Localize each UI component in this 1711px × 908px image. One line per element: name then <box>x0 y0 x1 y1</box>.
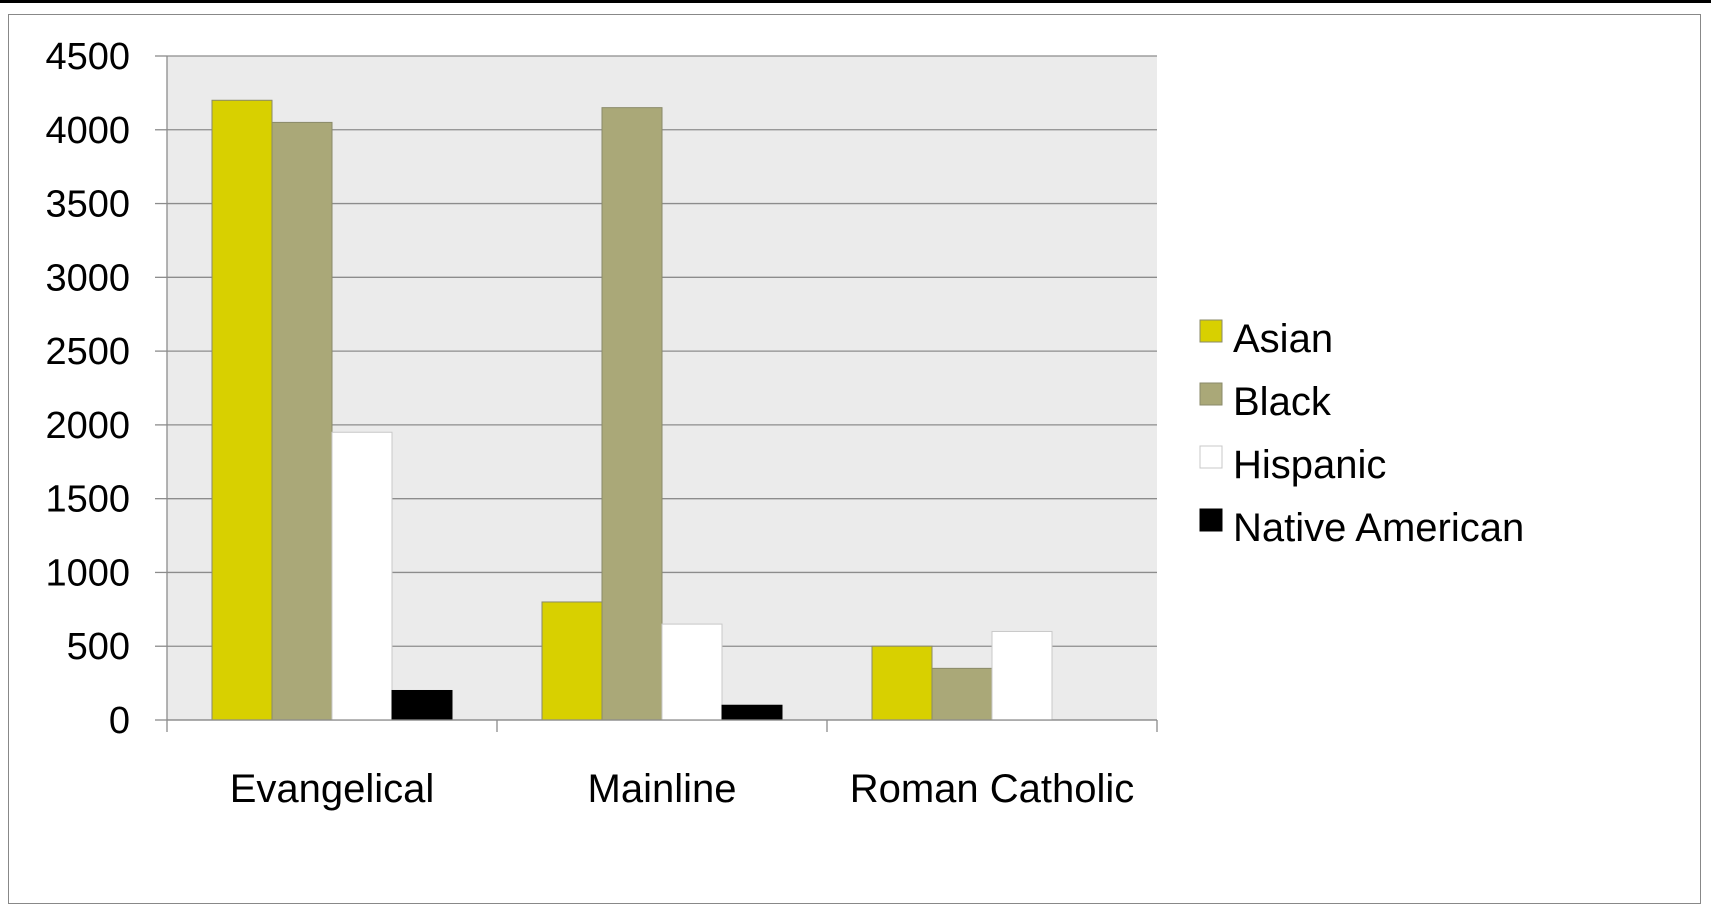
bar-evangelical-asian <box>211 99 273 721</box>
y-tick-label: 1000 <box>45 552 130 594</box>
legend-label-asian: Asian <box>1233 317 1333 361</box>
y-tick-label: 500 <box>67 626 130 668</box>
x-category-label-mainline: Mainline <box>588 767 737 811</box>
legend-swatch-hispanic <box>1199 445 1223 469</box>
bar-evangelical-black <box>271 121 333 721</box>
bar-roman-catholic-black <box>931 667 993 721</box>
y-tick-label: 3500 <box>45 184 130 226</box>
x-axis-category-labels: Evangelical Mainline Roman Catholic <box>230 767 1135 811</box>
bars <box>211 99 1053 721</box>
bar-roman-catholic-asian <box>871 645 933 721</box>
bar-mainline-asian <box>541 601 603 721</box>
bar-evangelical-native-american <box>391 689 453 721</box>
bar-evangelical-hispanic <box>331 431 393 721</box>
y-tick-label: 3000 <box>45 257 130 299</box>
legend-label-hispanic: Hispanic <box>1233 443 1386 487</box>
y-tick-label: 4000 <box>45 110 130 152</box>
x-category-label-roman-catholic: Roman Catholic <box>850 767 1135 811</box>
legend-swatch-asian <box>1199 319 1223 343</box>
bar-mainline-hispanic <box>661 623 723 721</box>
y-axis-tick-labels: 0 500 1000 1500 2000 2500 3000 3500 4000 4500 <box>45 36 130 742</box>
legend-label-native-american: Native American <box>1233 506 1524 550</box>
y-tick-label: 2000 <box>45 405 130 447</box>
y-tick-label: 4500 <box>45 36 130 78</box>
bar-roman-catholic-hispanic <box>991 630 1053 721</box>
y-tick-label: 0 <box>109 700 130 742</box>
y-tick-label: 2500 <box>45 331 130 373</box>
legend-swatch-native-american <box>1199 508 1223 532</box>
legend: Asian Black Hispanic Native American <box>1199 317 1524 550</box>
legend-label-black: Black <box>1233 380 1332 424</box>
y-tick-label: 1500 <box>45 479 130 521</box>
bar-mainline-black <box>601 107 663 721</box>
axes <box>155 55 1158 732</box>
bar-mainline-native-american <box>721 704 783 721</box>
top-divider-line <box>0 0 1711 3</box>
x-category-label-evangelical: Evangelical <box>230 767 435 811</box>
legend-swatch-black <box>1199 382 1223 406</box>
